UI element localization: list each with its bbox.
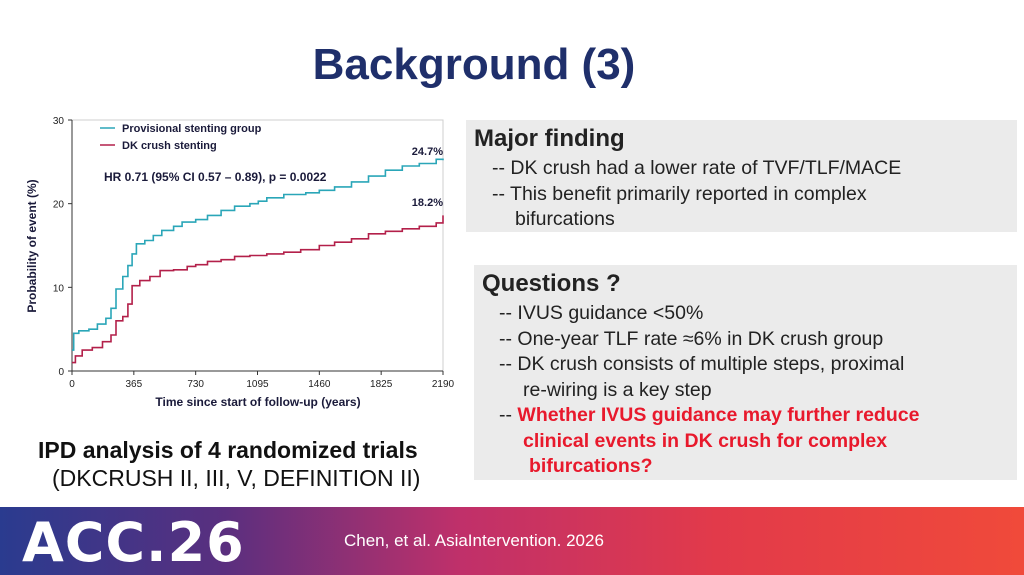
- question-highlight-text: bifurcations?: [529, 455, 653, 477]
- km-chart: 0 10 20 30 0 365 730 1095 1460 1825 2190 Provisio…: [25, 116, 455, 409]
- series-line-dk-crush: [72, 215, 444, 364]
- x-tick-label: 730: [187, 379, 204, 390]
- questions-heading: Questions ?: [482, 270, 621, 297]
- legend-label-provisional: Provisional stenting group: [122, 123, 262, 135]
- x-axis-title: Time since start of follow-up (years): [155, 395, 360, 409]
- x-tick-label: 1460: [308, 379, 331, 390]
- question-line: -- DK crush consists of multiple steps, …: [499, 353, 905, 375]
- acc-logo: ACC.26: [22, 511, 245, 574]
- major-finding-line: -- DK crush had a lower rate of TVF/TLF/…: [492, 157, 902, 179]
- hr-annotation: HR 0.71 (95% CI 0.57 – 0.89), p = 0.0022: [104, 170, 327, 184]
- question-highlight-text: clinical events in DK crush for complex: [523, 429, 888, 452]
- x-tick-label: 1095: [246, 379, 269, 390]
- x-axis: 0 365 730 1095 1460 1825 2190: [69, 371, 455, 390]
- question-line: -- One-year TLF rate ≈6% in DK crush gro…: [499, 327, 884, 350]
- question-dash: --: [499, 404, 512, 426]
- x-tick-label: 0: [69, 379, 75, 390]
- major-finding-box: Major finding -- DK crush had a lower ra…: [466, 120, 1017, 232]
- x-tick-label: 2190: [432, 379, 455, 390]
- x-tick-label: 1825: [370, 379, 393, 390]
- question-line-highlight: -- Whether IVUS guidance may further red…: [474, 403, 1017, 429]
- ipd-trials: (DKCRUSH II, III, V, DEFINITION II): [52, 465, 421, 491]
- slide-title: Background (3): [312, 40, 636, 89]
- ipd-heading: IPD analysis of 4 randomized trials: [38, 437, 418, 463]
- legend-label-dk-crush: DK crush stenting: [122, 140, 217, 152]
- major-finding-line: bifurcations: [515, 208, 615, 230]
- footer-banner: ACC.26 Chen, et al. AsiaIntervention. 20…: [0, 507, 1024, 575]
- y-axis-title: Probability of event (%): [25, 179, 39, 312]
- end-label-provisional: 24.7%: [412, 146, 443, 158]
- y-tick-label: 10: [53, 283, 65, 294]
- question-highlight-text: Whether IVUS guidance may further reduce: [517, 404, 920, 426]
- y-axis: 0 10 20 30: [53, 116, 72, 378]
- y-tick-label: 30: [53, 116, 65, 127]
- end-label-dk-crush: 18.2%: [412, 197, 443, 209]
- major-finding-line: -- This benefit primarily reported in co…: [492, 182, 867, 205]
- major-finding-heading: Major finding: [474, 125, 625, 152]
- y-tick-label: 0: [58, 367, 64, 378]
- question-line: -- IVUS guidance <50%: [499, 302, 704, 324]
- y-tick-label: 20: [53, 200, 65, 211]
- citation: Chen, et al. AsiaIntervention. 2026: [344, 531, 604, 550]
- plot-frame: [71, 119, 444, 372]
- x-tick-label: 365: [125, 379, 142, 390]
- series-line-provisional: [72, 158, 444, 351]
- question-line: re-wiring is a key step: [523, 378, 712, 401]
- questions-box: Questions ? -- IVUS guidance <50% -- One…: [474, 265, 1017, 480]
